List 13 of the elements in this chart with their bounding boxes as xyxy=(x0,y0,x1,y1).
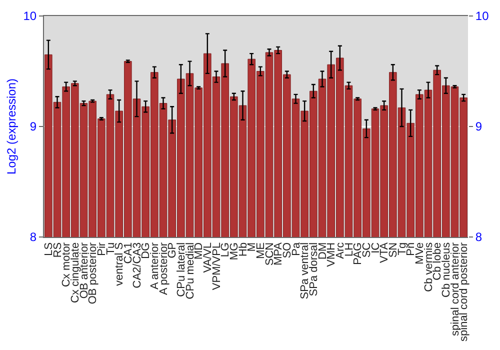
x-tick-label: Arc xyxy=(334,242,346,259)
y-tick-label: 8 xyxy=(30,230,37,244)
y-tick-label: 10 xyxy=(23,9,37,24)
x-tick-label: spinal cord posterior xyxy=(458,242,470,342)
y-tick-label: 9 xyxy=(30,120,37,134)
y2-tick-label: 8 xyxy=(475,230,482,244)
y2-tick-label: 9 xyxy=(475,120,482,134)
x-tick-label: MVe xyxy=(414,242,426,264)
y-axis-title: Log2 (expression) xyxy=(4,78,19,175)
x-tick-label: Cb nucleus xyxy=(440,242,452,298)
x-tick-label: SO xyxy=(281,242,294,258)
x-tick-label: SPa dorsal xyxy=(308,242,320,296)
y2-tick-label: 10 xyxy=(475,9,490,24)
